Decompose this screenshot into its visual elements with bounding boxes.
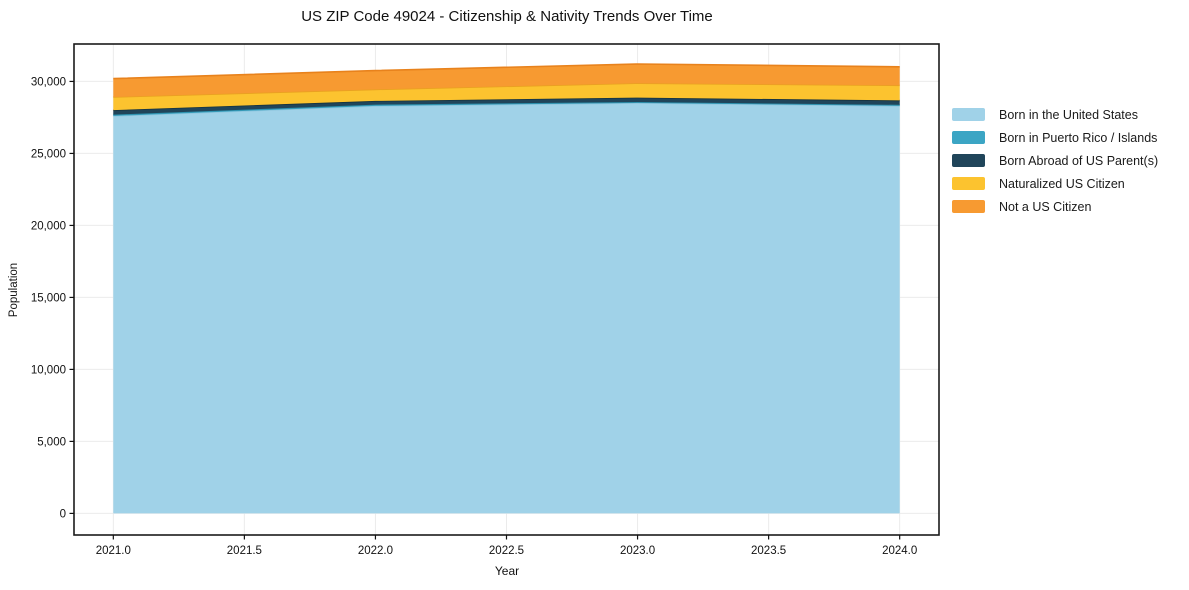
y-tick-label: 5,000 bbox=[37, 436, 66, 448]
area-naturalized-us-citizen bbox=[113, 83, 900, 111]
legend-label: Not a US Citizen bbox=[999, 199, 1092, 214]
area-not-a-us-citizen bbox=[113, 64, 900, 97]
x-tick-label: 2021.0 bbox=[96, 545, 131, 557]
legend-swatch-icon bbox=[952, 200, 985, 213]
legend-item-born-in-puerto-rico-islands: Born in Puerto Rico / Islands bbox=[952, 126, 1158, 149]
legend-label: Naturalized US Citizen bbox=[999, 176, 1125, 191]
legend-item-born-abroad-of-us-parent-s: Born Abroad of US Parent(s) bbox=[952, 149, 1158, 172]
legend-swatch-icon bbox=[952, 154, 985, 167]
area-born-in-the-united-states bbox=[113, 103, 900, 514]
y-tick-label: 30,000 bbox=[31, 76, 66, 88]
x-tick-label: 2022.0 bbox=[358, 545, 393, 557]
legend-swatch-icon bbox=[952, 177, 985, 190]
legend-swatch-icon bbox=[952, 108, 985, 121]
chart-title: US ZIP Code 49024 - Citizenship & Nativi… bbox=[301, 8, 713, 25]
legend-label: Born in Puerto Rico / Islands bbox=[999, 130, 1158, 145]
legend-item-born-in-the-united-states: Born in the United States bbox=[952, 103, 1158, 126]
legend-label: Born Abroad of US Parent(s) bbox=[999, 153, 1159, 168]
y-tick-label: 10,000 bbox=[31, 364, 66, 376]
legend-item-naturalized-us-citizen: Naturalized US Citizen bbox=[952, 172, 1158, 195]
x-tick-label: 2021.5 bbox=[227, 545, 262, 557]
x-tick-label: 2022.5 bbox=[489, 545, 524, 557]
legend-item-not-a-us-citizen: Not a US Citizen bbox=[952, 195, 1158, 218]
area-born-abroad-of-us-parent-s bbox=[113, 97, 900, 115]
y-tick-label: 0 bbox=[60, 508, 66, 520]
y-tick-label: 20,000 bbox=[31, 220, 66, 232]
x-tick-label: 2024.0 bbox=[882, 545, 917, 557]
area-edge-not-a-us-citizen bbox=[113, 63, 900, 80]
legend: Born in the United States Born in Puerto … bbox=[952, 103, 1158, 218]
y-tick-label: 25,000 bbox=[31, 148, 66, 160]
y-tick-label: 15,000 bbox=[31, 292, 66, 304]
x-tick-label: 2023.5 bbox=[751, 545, 786, 557]
legend-label: Born in the United States bbox=[999, 107, 1138, 122]
x-axis-label: Year bbox=[494, 564, 520, 578]
legend-swatch-icon bbox=[952, 131, 985, 144]
x-tick-label: 2023.0 bbox=[620, 545, 655, 557]
